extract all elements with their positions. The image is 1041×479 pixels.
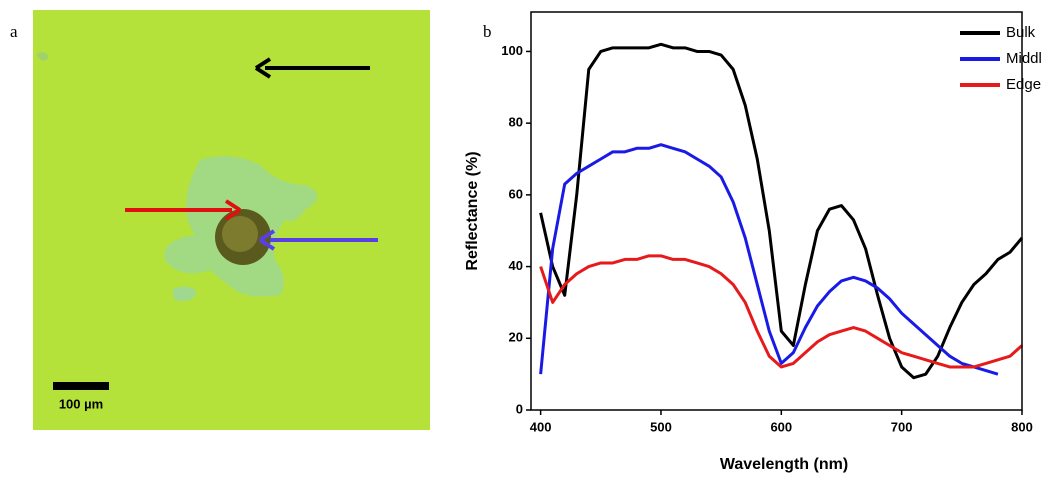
legend-label: Edge: [1006, 76, 1041, 93]
y-tick-label: 100: [501, 43, 523, 58]
series-line: [539, 42, 1024, 380]
plot-frame: [530, 11, 1023, 411]
scale-bar: [53, 382, 109, 390]
x-axis-label: Wavelength (nm): [720, 456, 848, 473]
panel-label: a: [10, 22, 18, 41]
y-tick-label: 40: [509, 258, 523, 273]
y-axis-label: Reflectance (%): [464, 151, 481, 270]
series-line: [539, 143, 999, 376]
particle-core: [222, 216, 258, 252]
y-tick-label: 80: [509, 115, 523, 130]
series-line: [539, 254, 1023, 369]
arrow-head: [258, 229, 276, 251]
x-tick-label: 700: [891, 419, 913, 434]
panel-label: b: [483, 22, 492, 41]
flake: [36, 52, 49, 61]
x-tick-label: 500: [650, 419, 672, 434]
x-tick-label: 600: [770, 419, 792, 434]
flake: [172, 286, 197, 301]
x-tick-label: 400: [530, 419, 552, 434]
y-tick-label: 60: [509, 186, 523, 201]
legend-label: Middle: [1006, 50, 1041, 67]
y-tick-label: 20: [509, 330, 523, 345]
y-tick-label: 0: [516, 401, 523, 416]
x-tick-label: 800: [1011, 419, 1033, 434]
micrograph: 100 µm: [33, 10, 430, 430]
legend-label: Bulk: [1006, 24, 1036, 41]
arrow-head: [254, 57, 272, 79]
scale-bar-label: 100 µm: [59, 396, 103, 411]
arrow-head: [224, 199, 242, 221]
